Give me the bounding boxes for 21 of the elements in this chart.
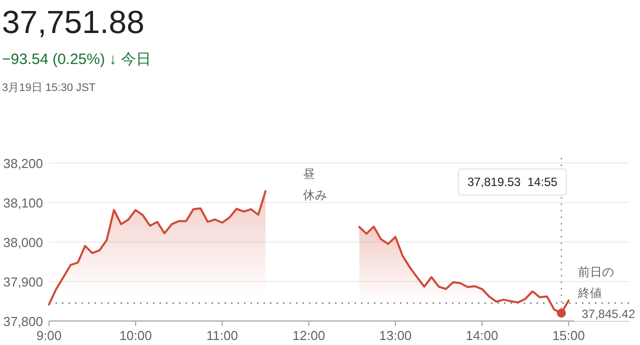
x-tick-label: 9:00	[36, 328, 62, 343]
chart-subtitle: −93.54 (0.25%) ↓ 今日	[2, 51, 151, 68]
chart-title: 37,751.88	[2, 4, 144, 40]
ref-line-label: 37,845.42	[582, 307, 636, 322]
annotation: 前日の	[578, 265, 614, 279]
x-tick-label: 10:00	[119, 328, 152, 343]
y-tick-label: 37,900	[3, 274, 43, 290]
x-tick-label: 15:00	[552, 328, 585, 343]
y-tick-label: 37,800	[3, 314, 43, 329]
x-tick-label: 11:00	[206, 328, 238, 343]
y-tick-label: 38,000	[3, 235, 43, 250]
annotation: 休み	[303, 188, 327, 202]
y-tick-label: 38,100	[3, 196, 43, 210]
annotation: 終値	[577, 286, 602, 300]
x-tick-label: 12:00	[292, 328, 326, 343]
annotation: 昼	[303, 167, 315, 181]
annotation: 37,819.53 14:55	[467, 175, 558, 189]
y-tick-label: 38,200	[3, 156, 43, 171]
x-tick-label: 13:00	[379, 328, 412, 343]
x-tick-label: 14:00	[466, 328, 498, 343]
text: 3月19日 15:30 JST	[2, 82, 96, 94]
